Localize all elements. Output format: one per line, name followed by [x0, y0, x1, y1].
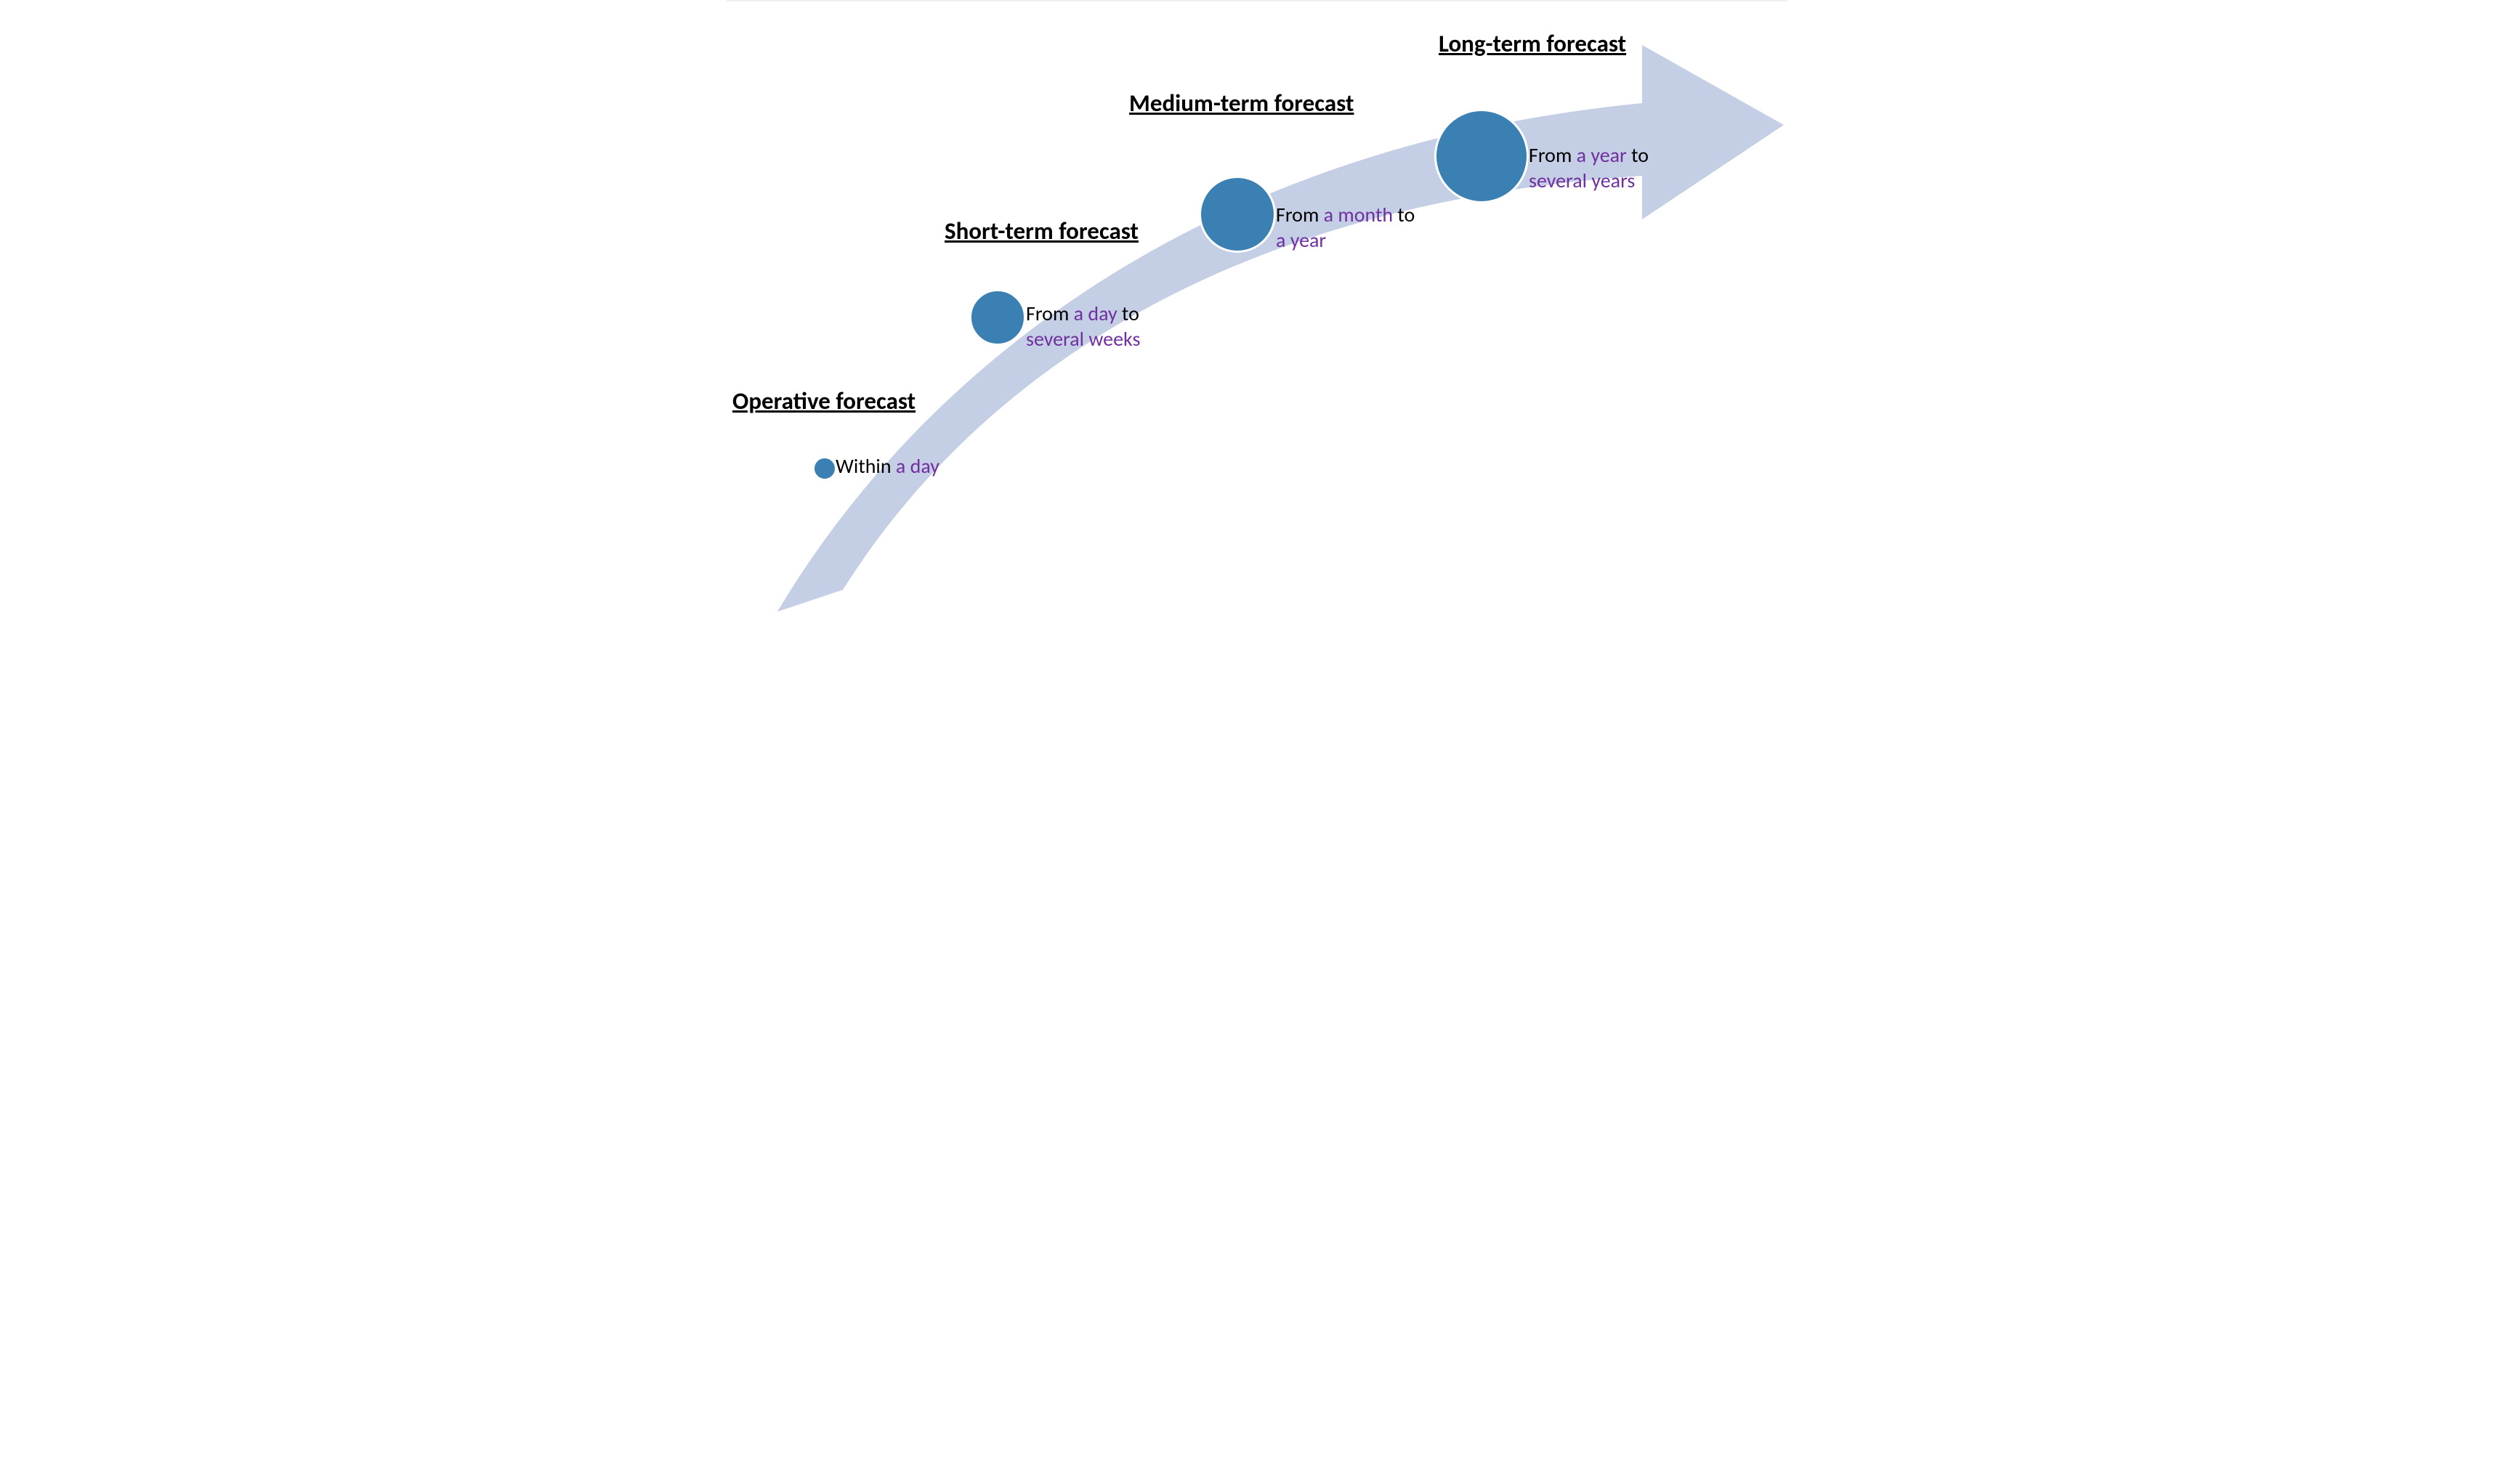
desc-medium-part-3: a year: [1276, 227, 1326, 253]
desc-operative-part-0: Within: [836, 453, 896, 479]
arrow-path: [777, 45, 1784, 612]
heading-operative: Operative forecast: [732, 386, 916, 415]
heading-long-term: Long-term forecast: [1439, 29, 1626, 58]
desc-long-term: From a year to several years: [1529, 142, 1696, 193]
desc-operative-part-1: a day: [896, 453, 939, 479]
desc-medium-part-1: a month: [1324, 202, 1393, 227]
forecast-diagram: Operative forecast Within a day Short-te…: [727, 0, 1787, 628]
desc-operative: Within a day: [836, 453, 1024, 479]
desc-short-part-3: several weeks: [1026, 326, 1140, 352]
desc-short-part-2: to: [1117, 301, 1139, 326]
desc-long-part-3: several years: [1529, 168, 1635, 193]
heading-medium-term: Medium-term forecast: [1129, 89, 1354, 118]
heading-short-term: Short-term forecast: [945, 216, 1139, 246]
circle-short-term: [969, 289, 1026, 346]
desc-long-part-1: a year: [1577, 142, 1627, 168]
circle-medium-term: [1199, 176, 1276, 253]
desc-medium-term: From a month to a year: [1276, 202, 1458, 253]
desc-long-part-0: From: [1529, 142, 1577, 168]
desc-long-part-2: to: [1627, 142, 1649, 168]
desc-medium-part-0: From: [1276, 202, 1324, 227]
circle-long-term: [1434, 109, 1529, 203]
circle-operative: [812, 456, 837, 481]
desc-short-term: From a day to several weeks: [1026, 301, 1193, 352]
desc-short-part-0: From: [1026, 301, 1074, 326]
desc-medium-part-2: to: [1393, 202, 1415, 227]
desc-short-part-1: a day: [1074, 301, 1117, 326]
